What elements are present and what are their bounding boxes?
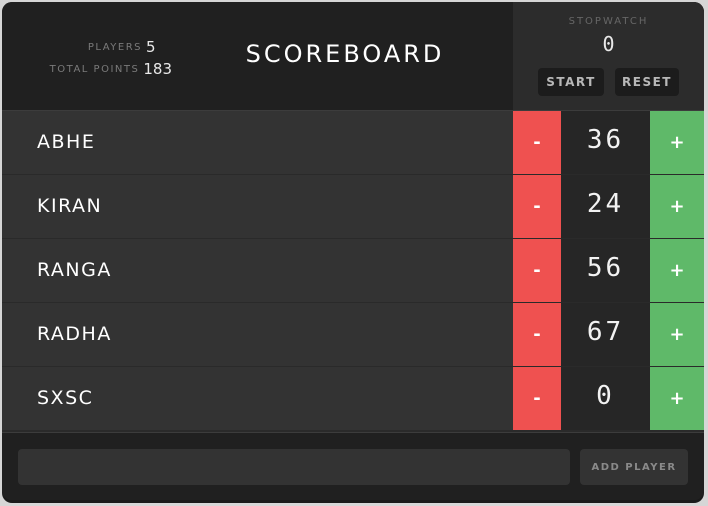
player-list: ABHE - 36 + KIRAN - 24 + RANGA - 56 + RA… [2, 111, 704, 431]
stopwatch-time: 0 [602, 32, 615, 56]
scoreboard: PLAYERS 5 TOTAL POINTS 183 SCOREBOARD ST… [2, 2, 704, 500]
increment-score-button[interactable]: + [650, 367, 704, 430]
stopwatch-label: STOPWATCH [568, 16, 649, 27]
player-name: RADHA [37, 323, 112, 345]
stat-total-points: TOTAL POINTS 183 [42, 58, 182, 80]
increment-score-button[interactable]: + [650, 303, 704, 366]
player-score: 67 [561, 303, 650, 366]
player-row: RADHA - 67 + [2, 303, 704, 367]
decrement-score-button[interactable]: - [513, 175, 561, 238]
increment-score-button[interactable]: + [650, 111, 704, 174]
header: PLAYERS 5 TOTAL POINTS 183 SCOREBOARD ST… [2, 2, 704, 111]
decrement-score-button[interactable]: - [513, 239, 561, 302]
player-name: RANGA [37, 259, 112, 281]
player-score: 56 [561, 239, 650, 302]
decrement-score-button[interactable]: - [513, 367, 561, 430]
add-player-button[interactable]: ADD PLAYER [580, 449, 688, 485]
total-points-value: 183 [143, 60, 172, 78]
page-title: SCOREBOARD [245, 40, 445, 68]
add-player-form: ADD PLAYER [2, 432, 704, 500]
stopwatch-reset-button[interactable]: RESET [615, 68, 679, 96]
player-row: SXSC - 0 + [2, 367, 704, 431]
player-row: ABHE - 36 + [2, 111, 704, 175]
stats: PLAYERS 5 TOTAL POINTS 183 [42, 36, 182, 80]
player-row: RANGA - 56 + [2, 239, 704, 303]
decrement-score-button[interactable]: - [513, 303, 561, 366]
increment-score-button[interactable]: + [650, 175, 704, 238]
stopwatch: STOPWATCH 0 START RESET [513, 2, 704, 110]
decrement-score-button[interactable]: - [513, 111, 561, 174]
total-points-label: TOTAL POINTS [49, 63, 140, 75]
stopwatch-start-button[interactable]: START [538, 68, 604, 96]
player-score: 24 [561, 175, 650, 238]
player-row: KIRAN - 24 + [2, 175, 704, 239]
player-name-input[interactable] [18, 449, 570, 485]
increment-score-button[interactable]: + [650, 239, 704, 302]
player-score: 36 [561, 111, 650, 174]
stat-players: PLAYERS 5 [42, 36, 182, 58]
players-count: 5 [146, 38, 156, 56]
players-label: PLAYERS [87, 41, 142, 53]
player-name: ABHE [37, 131, 96, 153]
player-name: SXSC [37, 387, 94, 409]
player-name: KIRAN [37, 195, 103, 217]
player-score: 0 [561, 367, 650, 430]
